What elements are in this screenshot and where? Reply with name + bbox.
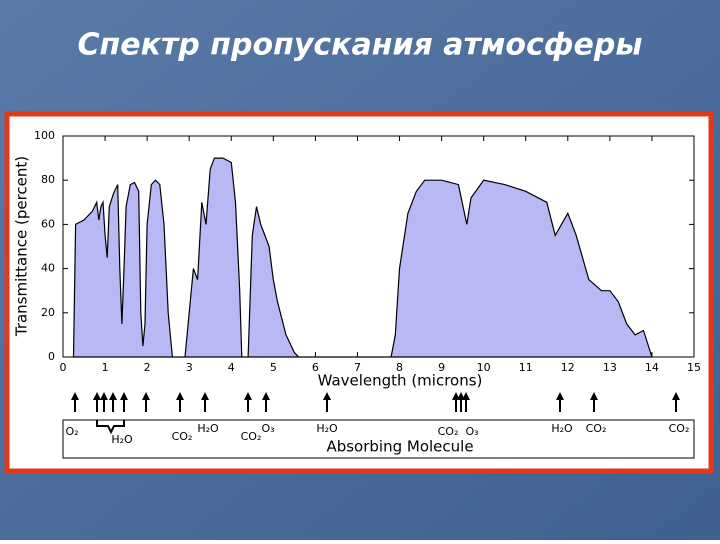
x-tick-label: 14 bbox=[645, 361, 659, 374]
x-tick-label: 7 bbox=[354, 361, 361, 374]
y-axis-label: Transmittance (percent) bbox=[13, 156, 31, 337]
arrow-head bbox=[201, 392, 209, 400]
x-tick-label: 3 bbox=[186, 361, 193, 374]
x-tick-label: 5 bbox=[270, 361, 277, 374]
x-tick-label: 2 bbox=[144, 361, 151, 374]
y-tick-label: 100 bbox=[34, 129, 55, 142]
bracket bbox=[96, 420, 125, 435]
x-tick-label: 12 bbox=[561, 361, 575, 374]
arrow-head bbox=[71, 392, 79, 400]
molecule-label: O₂ bbox=[65, 425, 78, 438]
arrow-head bbox=[244, 392, 252, 400]
molecule-label: H₂O bbox=[316, 422, 338, 435]
arrow-head bbox=[672, 392, 680, 400]
arrow-head bbox=[462, 392, 470, 400]
molecule-label: CO₂ bbox=[438, 425, 459, 438]
x-tick-label: 11 bbox=[519, 361, 533, 374]
molecule-label: H₂O bbox=[197, 422, 219, 435]
arrow-head bbox=[120, 392, 128, 400]
x-tick-label: 9 bbox=[438, 361, 445, 374]
y-tick-label: 20 bbox=[41, 306, 55, 319]
arrow-head bbox=[109, 392, 117, 400]
molecule-label: O₃ bbox=[261, 422, 274, 435]
molecule-label: CO₂ bbox=[669, 422, 690, 435]
x-axis-label: Wavelength (microns) bbox=[318, 372, 483, 390]
arrow-head bbox=[323, 392, 331, 400]
x-tick-label: 10 bbox=[477, 361, 491, 374]
arrow-head bbox=[556, 392, 564, 400]
x-tick-label: 0 bbox=[60, 361, 67, 374]
y-tick-label: 0 bbox=[48, 350, 55, 363]
arrow-head bbox=[93, 392, 101, 400]
footer-label: Absorbing Molecule bbox=[326, 438, 473, 456]
molecule-box bbox=[62, 419, 695, 459]
x-tick-label: 13 bbox=[603, 361, 617, 374]
x-tick-label: 6 bbox=[312, 361, 319, 374]
molecule-label: CO₂ bbox=[586, 422, 607, 435]
molecule-label: CO₂ bbox=[241, 430, 262, 443]
arrow-head bbox=[176, 392, 184, 400]
y-tick-label: 60 bbox=[41, 217, 55, 230]
molecule-label: H₂O bbox=[111, 433, 133, 446]
molecule-label: O₃ bbox=[465, 425, 478, 438]
arrow-head bbox=[262, 392, 270, 400]
y-tick-label: 80 bbox=[41, 173, 55, 186]
x-tick-label: 1 bbox=[102, 361, 109, 374]
x-tick-label: 15 bbox=[687, 361, 701, 374]
molecule-label: CO₂ bbox=[172, 430, 193, 443]
transmittance-area bbox=[72, 157, 653, 358]
arrow-head bbox=[100, 392, 108, 400]
y-tick-label: 40 bbox=[41, 262, 55, 275]
x-tick-label: 4 bbox=[228, 361, 235, 374]
arrow-head bbox=[142, 392, 150, 400]
arrow-head bbox=[590, 392, 598, 400]
x-tick-label: 8 bbox=[396, 361, 403, 374]
molecule-label: H₂O bbox=[551, 422, 573, 435]
slide-title: Спектр пропускания атмосферы bbox=[78, 28, 643, 63]
